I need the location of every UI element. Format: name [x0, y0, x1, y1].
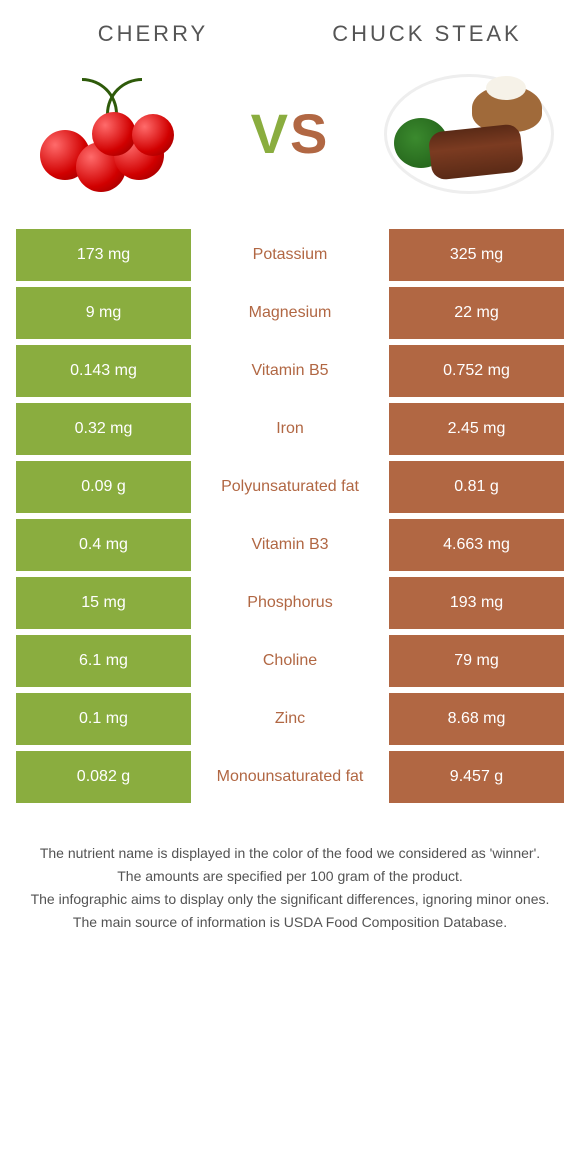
right-value: 0.81 g	[389, 461, 564, 513]
footer-line: The infographic aims to display only the…	[26, 889, 554, 910]
vs-label: VS	[251, 101, 330, 166]
nutrient-row: 6.1 mgCholine79 mg	[16, 635, 564, 687]
right-value: 4.663 mg	[389, 519, 564, 571]
right-value: 9.457 g	[389, 751, 564, 803]
footer-line: The main source of information is USDA F…	[26, 912, 554, 933]
left-value: 0.143 mg	[16, 345, 191, 397]
nutrient-row: 0.1 mgZinc8.68 mg	[16, 693, 564, 745]
hero-row: VS	[16, 69, 564, 199]
infographic-page: CHERRY CHUCK STEAK VS	[0, 0, 580, 955]
nutrient-label: Iron	[191, 403, 389, 455]
left-value: 0.4 mg	[16, 519, 191, 571]
nutrient-label: Vitamin B3	[191, 519, 389, 571]
left-value: 0.09 g	[16, 461, 191, 513]
right-value: 0.752 mg	[389, 345, 564, 397]
left-value: 9 mg	[16, 287, 191, 339]
nutrient-row: 0.082 gMonounsaturated fat9.457 g	[16, 751, 564, 803]
nutrient-label: Polyunsaturated fat	[191, 461, 389, 513]
nutrient-label: Monounsaturated fat	[191, 751, 389, 803]
left-value: 0.1 mg	[16, 693, 191, 745]
footer-notes: The nutrient name is displayed in the co…	[16, 843, 564, 933]
left-food-title: CHERRY	[16, 20, 290, 49]
nutrient-label: Potassium	[191, 229, 389, 281]
right-value: 79 mg	[389, 635, 564, 687]
nutrient-row: 15 mgPhosphorus193 mg	[16, 577, 564, 629]
nutrient-label: Magnesium	[191, 287, 389, 339]
nutrient-row: 173 mgPotassium325 mg	[16, 229, 564, 281]
footer-line: The nutrient name is displayed in the co…	[26, 843, 554, 864]
nutrient-row: 0.32 mgIron2.45 mg	[16, 403, 564, 455]
right-food-image	[384, 69, 554, 199]
left-value: 6.1 mg	[16, 635, 191, 687]
vs-v: V	[251, 102, 290, 165]
right-value: 8.68 mg	[389, 693, 564, 745]
left-value: 173 mg	[16, 229, 191, 281]
nutrient-table: 173 mgPotassium325 mg 9 mgMagnesium22 mg 0…	[16, 229, 564, 803]
nutrient-row: 0.143 mgVitamin B50.752 mg	[16, 345, 564, 397]
nutrient-row: 9 mgMagnesium22 mg	[16, 287, 564, 339]
nutrient-label: Vitamin B5	[191, 345, 389, 397]
right-value: 22 mg	[389, 287, 564, 339]
nutrient-row: 0.09 gPolyunsaturated fat0.81 g	[16, 461, 564, 513]
vs-s: S	[290, 102, 329, 165]
footer-line: The amounts are specified per 100 gram o…	[26, 866, 554, 887]
right-value: 193 mg	[389, 577, 564, 629]
left-value: 0.32 mg	[16, 403, 191, 455]
left-value: 0.082 g	[16, 751, 191, 803]
left-food-image	[26, 69, 196, 199]
left-value: 15 mg	[16, 577, 191, 629]
right-food-title: CHUCK STEAK	[290, 20, 564, 49]
right-value: 2.45 mg	[389, 403, 564, 455]
right-value: 325 mg	[389, 229, 564, 281]
nutrient-label: Phosphorus	[191, 577, 389, 629]
nutrient-label: Zinc	[191, 693, 389, 745]
nutrient-row: 0.4 mgVitamin B34.663 mg	[16, 519, 564, 571]
title-row: CHERRY CHUCK STEAK	[16, 20, 564, 49]
nutrient-label: Choline	[191, 635, 389, 687]
